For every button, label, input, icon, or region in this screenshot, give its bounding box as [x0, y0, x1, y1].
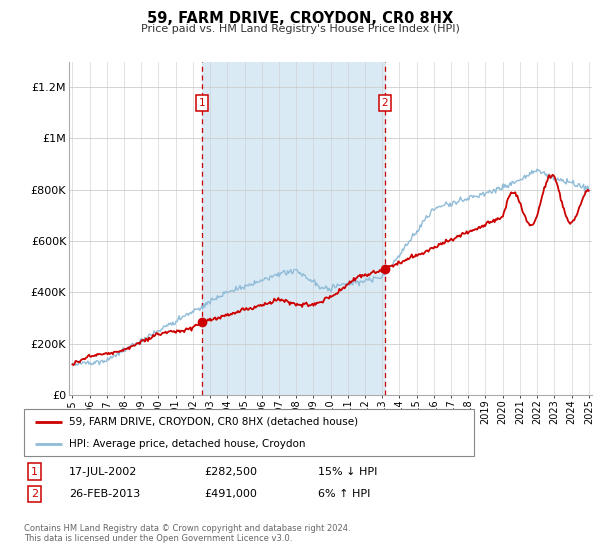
Text: 1: 1 [31, 466, 38, 477]
Text: £282,500: £282,500 [204, 466, 257, 477]
Text: 1: 1 [199, 97, 206, 108]
Text: 6% ↑ HPI: 6% ↑ HPI [318, 489, 370, 499]
Text: Contains HM Land Registry data © Crown copyright and database right 2024.
This d: Contains HM Land Registry data © Crown c… [24, 524, 350, 543]
Text: 59, FARM DRIVE, CROYDON, CR0 8HX (detached house): 59, FARM DRIVE, CROYDON, CR0 8HX (detach… [69, 417, 358, 427]
Text: HPI: Average price, detached house, Croydon: HPI: Average price, detached house, Croy… [69, 438, 305, 449]
Text: £491,000: £491,000 [204, 489, 257, 499]
Text: Price paid vs. HM Land Registry's House Price Index (HPI): Price paid vs. HM Land Registry's House … [140, 24, 460, 34]
FancyBboxPatch shape [24, 409, 474, 456]
Text: 26-FEB-2013: 26-FEB-2013 [69, 489, 140, 499]
Text: 15% ↓ HPI: 15% ↓ HPI [318, 466, 377, 477]
Text: 2: 2 [382, 97, 388, 108]
Text: 17-JUL-2002: 17-JUL-2002 [69, 466, 137, 477]
Text: 2: 2 [31, 489, 38, 499]
Text: 59, FARM DRIVE, CROYDON, CR0 8HX: 59, FARM DRIVE, CROYDON, CR0 8HX [147, 11, 453, 26]
Bar [202, 62, 385, 395]
